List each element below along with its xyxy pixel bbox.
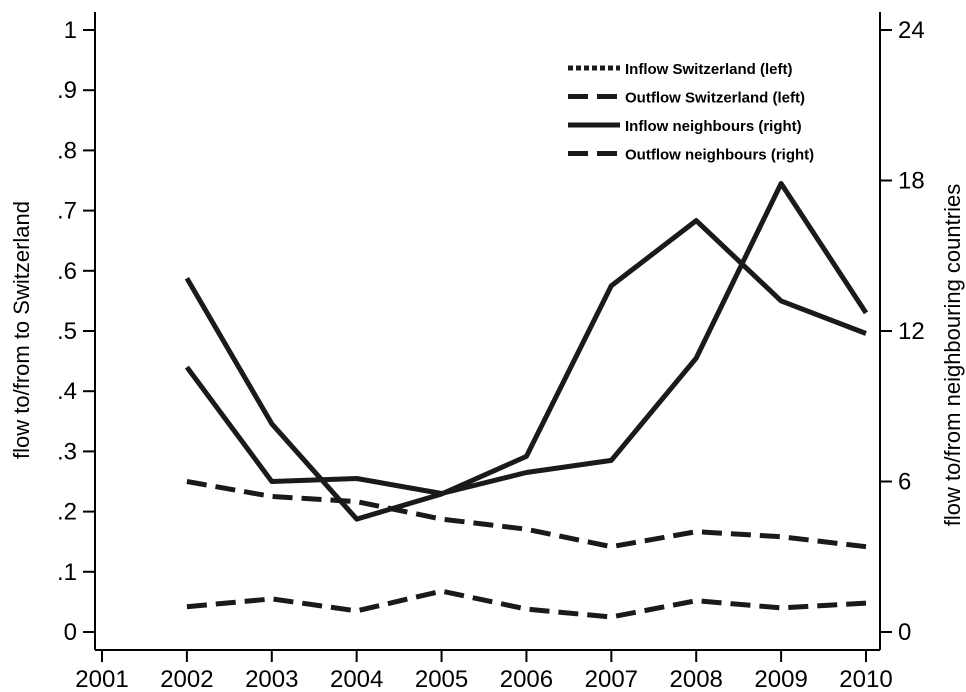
- x-tick-label: 2001: [75, 666, 128, 692]
- x-tick-label: 2008: [670, 666, 723, 692]
- legend-label-1: Inflow Switzerland (left): [625, 61, 793, 78]
- left-y-tick-label: .7: [57, 198, 77, 225]
- x-tick-label: 2002: [160, 666, 213, 692]
- legend: Inflow Switzerland (left) Outflow Switzer…: [568, 61, 814, 164]
- x-tick-label: 2003: [245, 666, 298, 692]
- x-tick-label: 2009: [754, 666, 807, 692]
- legend-label-4: Outflow neighbours (right): [625, 147, 814, 164]
- right-y-tick-label: 0: [898, 619, 911, 646]
- right-y-axis-title: flow to/from neighbouring countries: [940, 184, 965, 526]
- series-line-4: [186, 479, 867, 550]
- x-axis-ticks: 2001 2002 2003 2004 2005 2006 2007 2008 2009 2010: [75, 650, 893, 692]
- left-y-tick-label: .8: [57, 137, 77, 164]
- series-line-2: [186, 588, 867, 620]
- x-tick-label: 2005: [415, 666, 468, 692]
- series-line-3: [184, 218, 867, 522]
- left-y-axis-title: flow to/from to Switzerland: [9, 201, 34, 459]
- x-tick-label: 2007: [585, 666, 638, 692]
- left-y-tick-label: .1: [57, 559, 77, 586]
- left-y-tick-label: .3: [57, 438, 77, 465]
- right-y-tick-label: 12: [898, 318, 925, 345]
- left-y-tick-label: .2: [57, 499, 77, 526]
- left-y-tick-label: .9: [57, 77, 77, 104]
- left-y-tick-label: .4: [57, 378, 77, 405]
- left-y-axis-ticks: 0 .1 .2 .3 .4 .5 .6 .7 .8 .9 1: [57, 17, 95, 646]
- right-y-tick-label: 24: [898, 17, 925, 44]
- legend-label-2: Outflow Switzerland (left): [625, 90, 805, 107]
- series-layer: [184, 181, 869, 620]
- right-y-tick-label: 6: [898, 469, 911, 496]
- x-tick-label: 2006: [500, 666, 553, 692]
- series-line-1: [184, 181, 869, 496]
- left-y-tick-label: 1: [64, 17, 77, 44]
- x-tick-label: 2004: [330, 666, 383, 692]
- left-y-tick-label: 0: [64, 619, 77, 646]
- left-y-tick-label: .6: [57, 258, 77, 285]
- right-y-tick-label: 18: [898, 168, 925, 195]
- left-y-tick-label: .5: [57, 318, 77, 345]
- legend-label-3: Inflow neighbours (right): [625, 118, 802, 135]
- right-y-axis-ticks: 0 6 12 18 24: [880, 17, 925, 646]
- x-tick-label: 2010: [839, 666, 892, 692]
